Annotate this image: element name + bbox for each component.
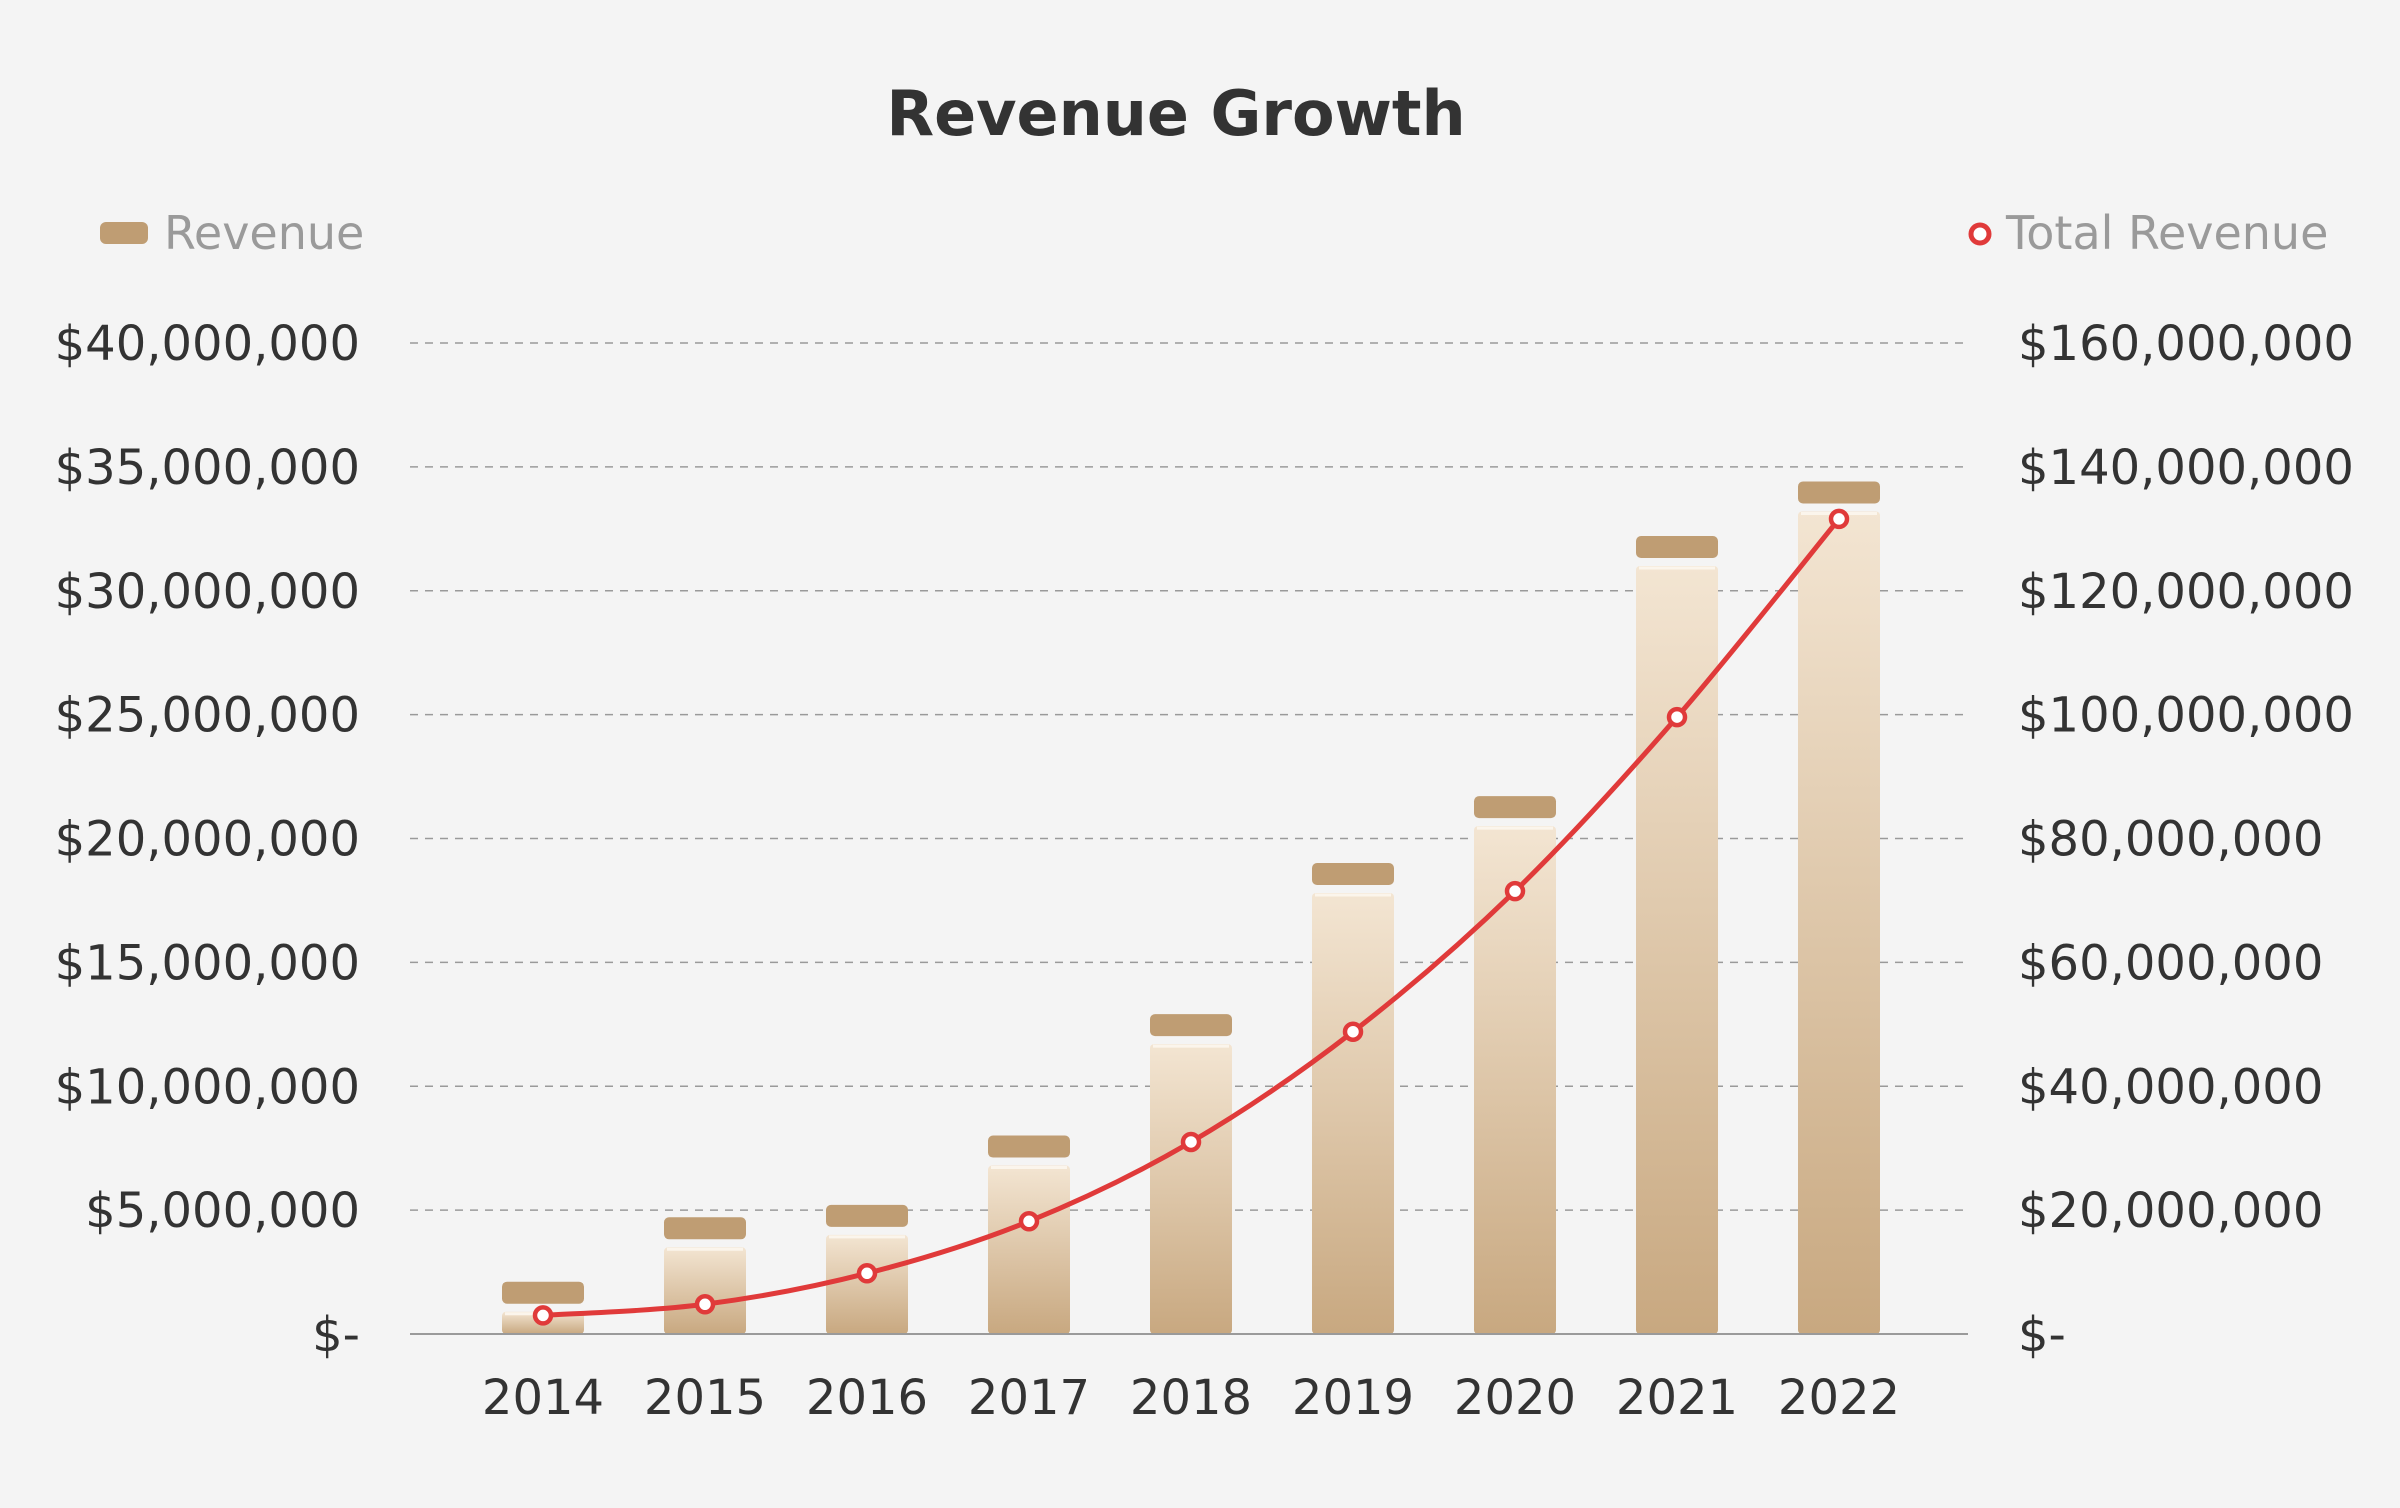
left-tick-label: $10,000,000 <box>55 1059 360 1115</box>
x-tick-label: 2020 <box>1454 1370 1576 1426</box>
right-axis-ticks: $- $20,000,000 $40,000,000 $60,000,000 $80,0… <box>2018 316 2354 1363</box>
revenue-bar <box>1798 511 1880 1335</box>
x-tick-label: 2022 <box>1778 1370 1900 1426</box>
left-tick-label: $15,000,000 <box>55 935 360 991</box>
x-tick-label: 2017 <box>968 1370 1090 1426</box>
revenue-bar-cap <box>1474 796 1556 819</box>
x-tick-label: 2018 <box>1130 1370 1252 1426</box>
legend-revenue[interactable]: Revenue <box>100 206 364 260</box>
revenue-bar-cap <box>502 1281 584 1304</box>
total-revenue-point <box>1828 508 1850 530</box>
left-tick-label: $30,000,000 <box>55 564 360 620</box>
total-revenue-point <box>694 1294 716 1315</box>
right-tick-label: $20,000,000 <box>2018 1183 2323 1239</box>
x-tick-label: 2021 <box>1616 1370 1738 1426</box>
left-tick-label: $20,000,000 <box>55 812 360 868</box>
x-tick-label: 2015 <box>644 1370 766 1426</box>
revenue-bar <box>664 1247 746 1334</box>
left-tick-label: $5,000,000 <box>85 1183 360 1239</box>
left-tick-label: $25,000,000 <box>55 688 360 744</box>
revenue-bar <box>1150 1044 1232 1334</box>
revenue-bar <box>1636 565 1718 1334</box>
x-tick-label: 2016 <box>806 1370 928 1426</box>
revenue-bar-cap <box>826 1204 908 1227</box>
revenue-bar <box>826 1234 908 1334</box>
total-revenue-point <box>1666 706 1688 728</box>
legend-total-revenue[interactable]: Total Revenue <box>1968 206 2328 260</box>
right-tick-label: $60,000,000 <box>2018 935 2323 991</box>
revenue-bar <box>988 1165 1070 1334</box>
right-tick-label: $120,000,000 <box>2018 564 2354 620</box>
left-axis-ticks: $- $5,000,000 $10,000,000 $15,000,000 $20,00… <box>55 316 360 1363</box>
total-revenue-point <box>1504 880 1526 902</box>
total-revenue-point <box>1180 1131 1202 1153</box>
right-tick-label: $160,000,000 <box>2018 316 2354 372</box>
right-tick-label: $40,000,000 <box>2018 1059 2323 1115</box>
x-tick-label: 2014 <box>482 1370 604 1426</box>
revenue-bar-cap <box>1312 863 1394 886</box>
x-tick-label: 2019 <box>1292 1370 1414 1426</box>
revenue-bar-cap <box>1150 1014 1232 1037</box>
revenue-bars <box>502 481 1880 1335</box>
total-revenue-point <box>856 1263 878 1284</box>
right-tick-label: $140,000,000 <box>2018 440 2354 496</box>
legend-revenue-label: Revenue <box>164 206 364 260</box>
left-tick-label: $35,000,000 <box>55 440 360 496</box>
revenue-bar <box>1474 826 1556 1334</box>
gridlines <box>410 342 1968 1211</box>
revenue-bar-cap <box>1798 481 1880 504</box>
legend-total-revenue-marker <box>1968 222 1992 246</box>
revenue-bar-cap <box>1636 535 1718 558</box>
right-tick-label: $- <box>2018 1307 2066 1363</box>
revenue-bar <box>1312 893 1394 1334</box>
revenue-bar-cap <box>988 1135 1070 1158</box>
left-tick-label: $40,000,000 <box>55 316 360 372</box>
right-tick-label: $100,000,000 <box>2018 688 2354 744</box>
chart-title: Revenue Growth <box>886 77 1465 150</box>
revenue-bar-cap <box>664 1217 746 1240</box>
total-revenue-point <box>1342 1021 1364 1042</box>
right-tick-label: $80,000,000 <box>2018 812 2323 868</box>
total-revenue-point <box>1018 1211 1040 1232</box>
left-tick-label: $- <box>312 1307 360 1363</box>
total-revenue-point <box>532 1305 554 1326</box>
total-revenue-line <box>542 517 1841 1318</box>
x-axis-ticks: 2014 2015 2016 2017 2018 2019 2020 2021 2022 <box>482 1370 1900 1426</box>
legend-revenue-swatch <box>100 222 148 244</box>
legend-total-revenue-label: Total Revenue <box>2005 206 2328 260</box>
total-revenue-series <box>532 508 1850 1326</box>
